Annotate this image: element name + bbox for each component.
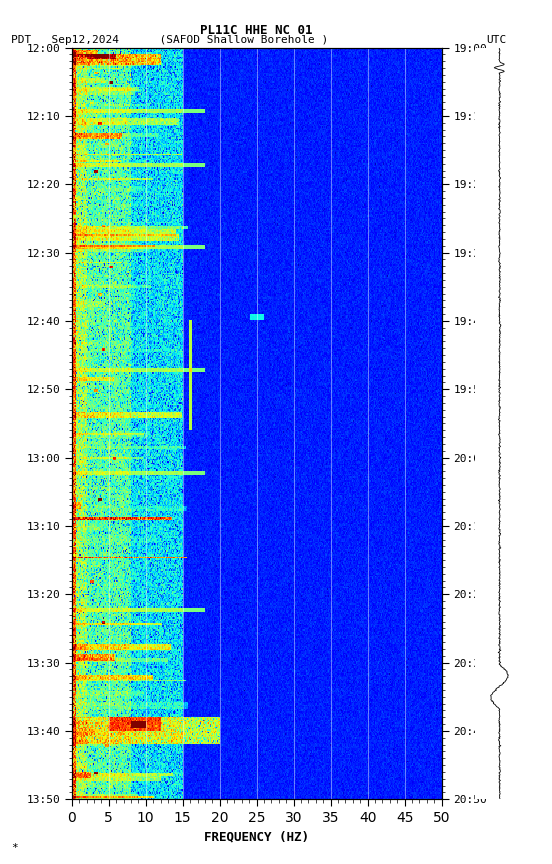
Text: PDT   Sep12,2024      (SAFOD Shallow Borehole ): PDT Sep12,2024 (SAFOD Shallow Borehole ) [11, 35, 328, 45]
Text: PL11C HHE NC 01: PL11C HHE NC 01 [200, 24, 313, 37]
Text: *: * [11, 843, 18, 853]
X-axis label: FREQUENCY (HZ): FREQUENCY (HZ) [204, 830, 309, 843]
Text: UTC: UTC [486, 35, 506, 45]
